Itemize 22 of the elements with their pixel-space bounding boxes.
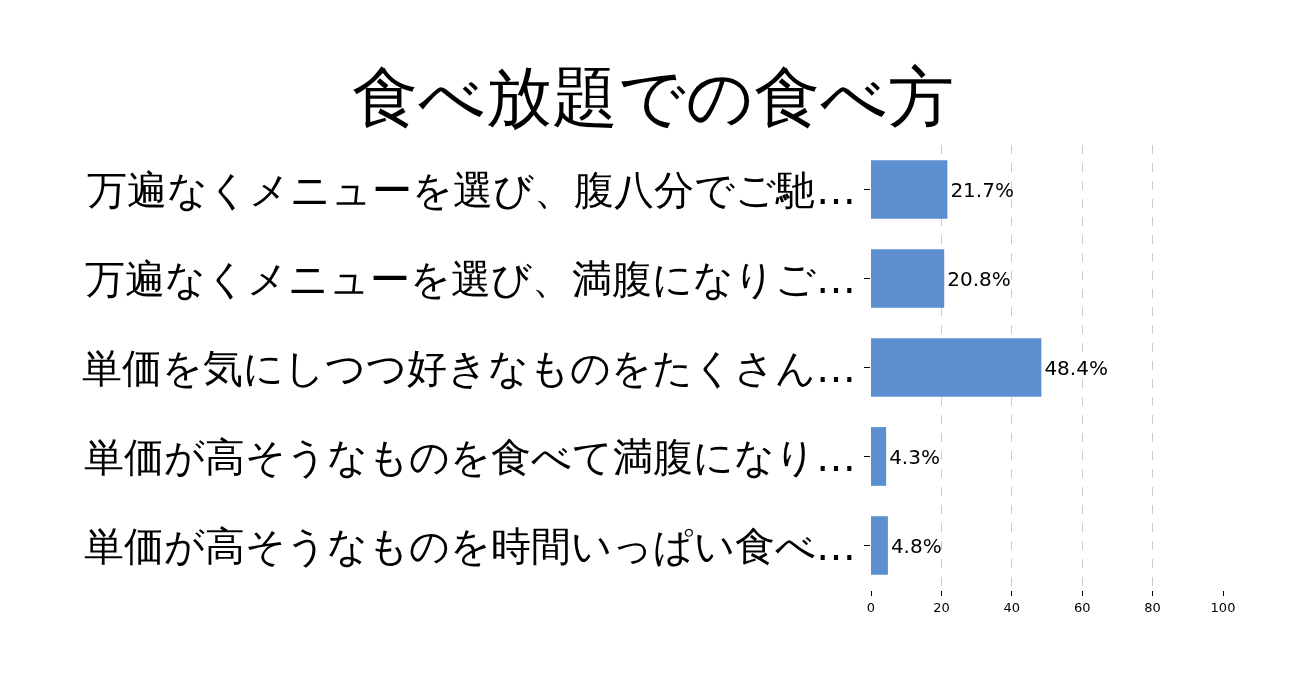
y-tick-label: 単価を気にしつつ好きなものをたくさん… — [82, 344, 856, 391]
y-tick-label: 単価が高そうなものを食べて満腹になり… — [84, 433, 856, 480]
x-tick-label: 80 — [1144, 599, 1161, 615]
bar — [871, 249, 945, 308]
y-tick-label: 万遍なくメニューを選び、腹八分でご馳… — [87, 166, 856, 213]
chart-title: 食べ放題での食べ方 — [352, 59, 954, 137]
bar — [871, 427, 887, 486]
y-tick-label: 万遍なくメニューを選び、満腹になりご… — [85, 255, 856, 302]
x-tick-label: 20 — [933, 599, 950, 615]
data-label: 4.3% — [889, 444, 940, 469]
data-label: 48.4% — [1044, 355, 1108, 380]
x-tick-label: 40 — [1003, 599, 1021, 615]
data-label: 4.8% — [890, 533, 942, 558]
bar — [871, 160, 948, 219]
bar — [871, 338, 1042, 397]
x-tick-label: 0 — [866, 599, 876, 615]
data-label: 20.8% — [947, 266, 1011, 291]
data-label: 21.7% — [950, 177, 1014, 202]
bar — [871, 516, 888, 575]
y-tick-label: 単価が高そうなものを時間いっぱい食べ… — [84, 522, 856, 569]
x-tick-label: 100 — [1210, 599, 1236, 615]
x-tick-label: 60 — [1073, 599, 1091, 615]
